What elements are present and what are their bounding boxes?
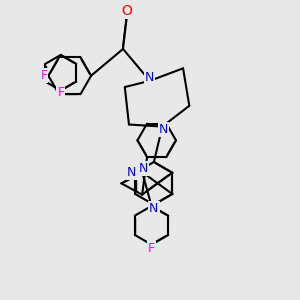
Text: N: N (127, 166, 136, 179)
Text: F: F (148, 242, 155, 255)
Text: N: N (139, 162, 148, 175)
Text: N: N (145, 71, 154, 84)
Text: N: N (159, 123, 168, 136)
Text: O: O (122, 4, 133, 18)
Text: N: N (149, 202, 159, 215)
Text: F: F (40, 69, 47, 82)
Text: F: F (57, 86, 64, 99)
